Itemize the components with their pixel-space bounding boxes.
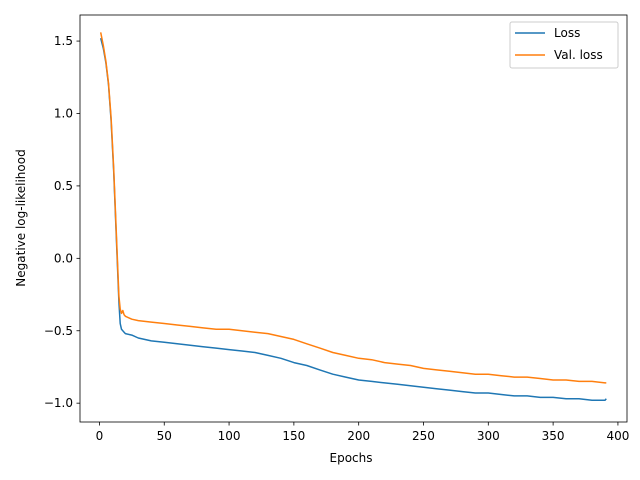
- y-tick-label: 0.5: [54, 179, 73, 193]
- x-tick-label: 250: [412, 429, 435, 443]
- series-lines: [99, 32, 607, 402]
- legend-label-val-loss: Val. loss: [554, 48, 603, 62]
- x-tick-label: 0: [96, 429, 104, 443]
- x-tick-label: 350: [542, 429, 565, 443]
- y-axis: −1.0 −0.5 0.0 0.5 1.0 1.5: [44, 34, 80, 410]
- plot-frame: [79, 14, 628, 423]
- legend: Loss Val. loss: [509, 21, 619, 69]
- x-tick-label: 50: [157, 429, 172, 443]
- y-tick-label: 1.0: [54, 106, 73, 120]
- y-tick-label: −0.5: [44, 324, 73, 338]
- x-tick-label: 300: [477, 429, 500, 443]
- y-tick-label: 1.5: [54, 34, 73, 48]
- y-tick-label: 0.0: [54, 251, 73, 265]
- y-tick-label: −1.0: [44, 396, 73, 410]
- series-line-val-loss: [99, 32, 607, 384]
- x-axis: 0 50 100 150 200 250 300 350 400: [96, 422, 629, 443]
- x-tick-label: 400: [606, 429, 629, 443]
- x-tick-label: 150: [282, 429, 305, 443]
- x-axis-label: Epochs: [330, 451, 373, 465]
- x-tick-label: 200: [347, 429, 370, 443]
- series-line-loss: [99, 38, 607, 402]
- legend-label-loss: Loss: [554, 26, 580, 40]
- x-tick-label: 100: [218, 429, 241, 443]
- y-axis-label: Negative log-likelihood: [14, 149, 28, 286]
